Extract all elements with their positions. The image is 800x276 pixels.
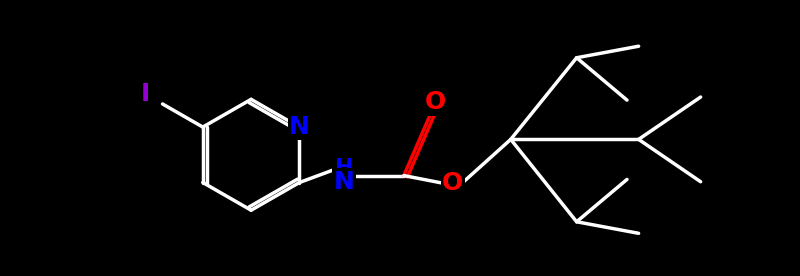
Text: I: I bbox=[141, 82, 150, 106]
Text: H: H bbox=[335, 158, 354, 178]
Text: O: O bbox=[425, 91, 446, 115]
Text: O: O bbox=[442, 171, 463, 195]
Text: N: N bbox=[334, 170, 354, 194]
Text: N: N bbox=[289, 115, 310, 139]
